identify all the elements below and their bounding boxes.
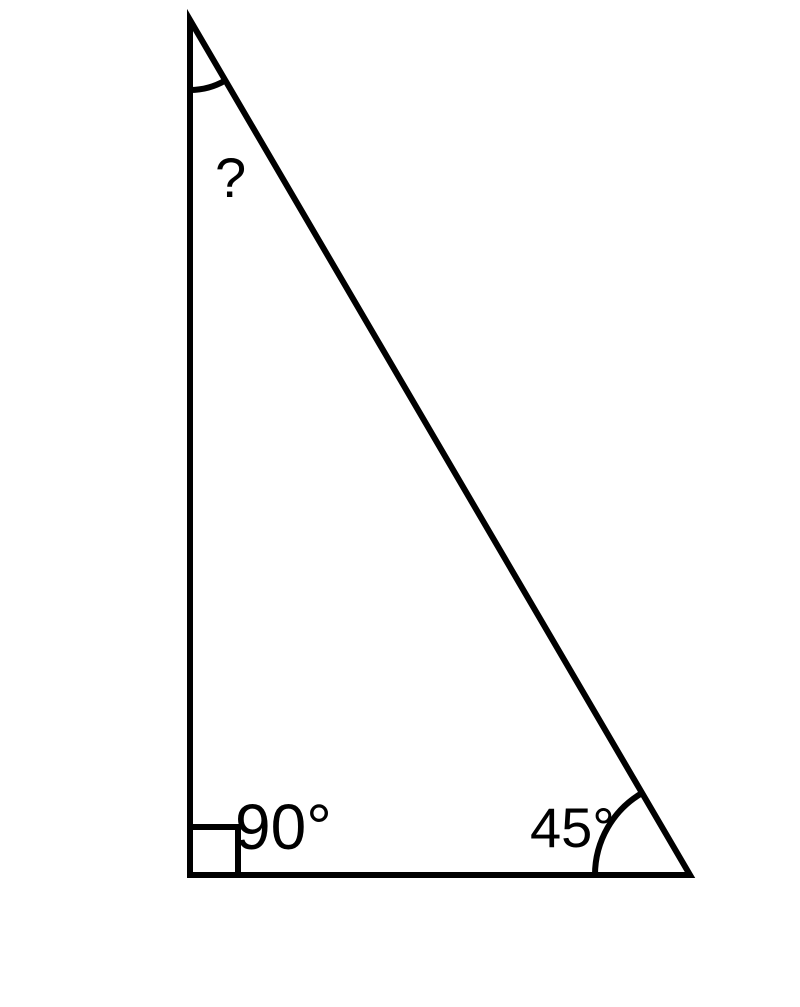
top-angle-label: ? xyxy=(215,145,246,210)
right-angle-label: 90° xyxy=(235,790,332,864)
triangle-diagram xyxy=(0,0,800,1007)
bottom-right-angle-label: 45° xyxy=(530,795,615,860)
